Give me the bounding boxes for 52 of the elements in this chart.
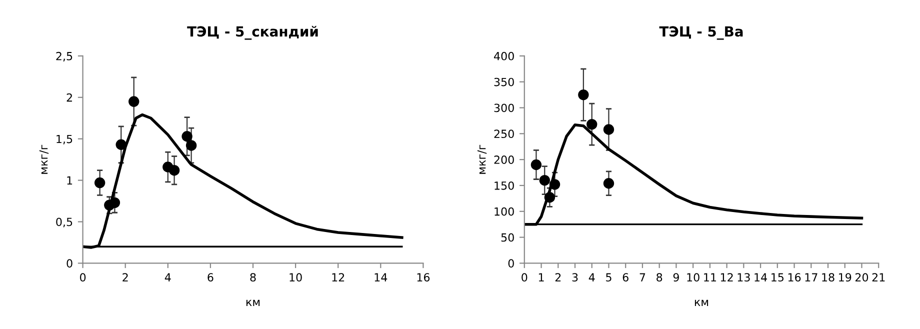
x-tick-label: 13 xyxy=(738,273,750,282)
x-tick-label: 21 xyxy=(872,273,885,282)
x-tick-label: 4 xyxy=(588,273,595,282)
y-tick-label: 1,5 xyxy=(56,134,72,144)
x-tick-label: 17 xyxy=(805,273,818,282)
x-tick-label: 12 xyxy=(332,273,344,282)
y-tick-label: 200 xyxy=(494,156,514,164)
x-tick-label: 8 xyxy=(250,273,256,282)
x-tick-label: 16 xyxy=(788,273,801,282)
x-tick-label: 2 xyxy=(122,273,128,282)
y-tick-label: 350 xyxy=(494,78,514,86)
x-tick-label: 16 xyxy=(417,273,430,282)
x-tick-label: 19 xyxy=(839,273,852,282)
y-tick-label: 0 xyxy=(508,259,514,268)
y-tick-label: 0,5 xyxy=(56,218,72,228)
chart-title: ТЭЦ - 5_скандий xyxy=(187,26,318,40)
x-tick-label: 0 xyxy=(80,273,86,282)
x-tick-label: 18 xyxy=(822,273,834,282)
y-tick-label: 300 xyxy=(494,104,514,112)
x-tick-label: 9 xyxy=(673,273,679,282)
y-axis-title: мкг/г xyxy=(39,144,49,174)
x-tick-label: 15 xyxy=(772,273,784,282)
x-tick-label: 11 xyxy=(704,273,716,282)
x-axis-title: км xyxy=(694,300,708,306)
x-tick-label: 6 xyxy=(208,273,214,282)
x-tick-label: 1 xyxy=(538,273,544,282)
chart-title: ТЭЦ - 5_Ba xyxy=(659,26,743,40)
x-tick-label: 7 xyxy=(640,273,646,282)
y-tick-label: 1 xyxy=(67,176,72,185)
x-tick-label: 10 xyxy=(687,273,700,282)
x-tick-label: 2 xyxy=(555,273,561,282)
y-tick-label: 2 xyxy=(66,93,72,102)
x-tick-label: 12 xyxy=(720,273,733,282)
y-tick-label: 250 xyxy=(494,130,514,138)
x-tick-label: 4 xyxy=(164,273,171,282)
x-tick-label: 10 xyxy=(290,273,302,282)
x-tick-label: 5 xyxy=(606,273,612,282)
x-tick-label: 0 xyxy=(522,273,528,282)
x-tick-label: 14 xyxy=(754,273,767,282)
y-tick-label: 100 xyxy=(494,207,514,216)
x-tick-label: 14 xyxy=(374,273,388,282)
x-tick-label: 8 xyxy=(656,273,662,282)
y-tick-label: 0 xyxy=(66,259,72,268)
y-tick-label: 2,5 xyxy=(56,52,72,62)
y-axis-title: мкг/г xyxy=(478,144,487,174)
x-tick-label: 6 xyxy=(622,273,628,282)
y-tick-label: 50 xyxy=(501,233,514,242)
y-tick-label: 150 xyxy=(494,181,514,190)
x-axis-title: км xyxy=(246,300,260,306)
y-tick-label: 400 xyxy=(494,52,514,60)
x-tick-label: 3 xyxy=(572,273,578,282)
x-tick-label: 20 xyxy=(855,273,868,282)
